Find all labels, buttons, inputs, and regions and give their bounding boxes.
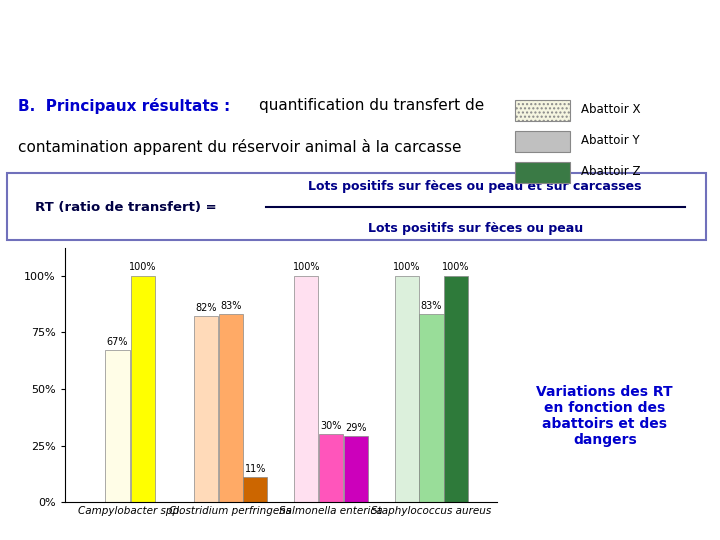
Text: 100%: 100%	[393, 262, 420, 272]
Text: 67%: 67%	[107, 337, 128, 347]
Bar	[106, 350, 130, 502]
Bar	[319, 434, 343, 502]
Text: 100%: 100%	[292, 262, 320, 272]
FancyBboxPatch shape	[515, 131, 570, 152]
Text: 30%: 30%	[320, 421, 342, 431]
Text: élevage, à l’abattoir et avec des indicateurs: élevage, à l’abattoir et avec des indica…	[137, 56, 583, 75]
Bar	[343, 436, 368, 502]
Bar	[294, 275, 318, 502]
Text: 83%: 83%	[420, 301, 442, 310]
Text: Variations des RT
en fonction des
abattoirs et des
dangers: Variations des RT en fonction des abatto…	[536, 384, 673, 447]
Text: Abattoir X: Abattoir X	[581, 103, 641, 116]
Text: 11%: 11%	[245, 464, 266, 474]
Bar	[395, 275, 419, 502]
Text: 100%: 100%	[442, 262, 470, 272]
Text: contamination apparent du réservoir animal à la carcasse: contamination apparent du réservoir anim…	[18, 139, 462, 154]
FancyBboxPatch shape	[515, 99, 570, 121]
Text: 100%: 100%	[129, 262, 156, 272]
Text: 29%: 29%	[345, 423, 366, 433]
Bar	[420, 314, 444, 502]
Text: RT (ratio de transfert) =: RT (ratio de transfert) =	[35, 201, 217, 214]
Bar	[130, 275, 155, 502]
Text: 82%: 82%	[195, 303, 217, 313]
Text: Lots positifs sur fèces ou peau: Lots positifs sur fèces ou peau	[368, 221, 582, 235]
Bar	[444, 275, 468, 502]
Bar	[218, 314, 243, 502]
Bar	[243, 477, 267, 502]
Text: Lots positifs sur fèces ou peau et sur carcasses: Lots positifs sur fèces ou peau et sur c…	[308, 180, 642, 193]
FancyBboxPatch shape	[7, 173, 706, 240]
Text: quantification du transfert de: quantification du transfert de	[259, 98, 485, 113]
FancyBboxPatch shape	[515, 162, 570, 183]
Bar	[194, 316, 218, 502]
Text: Corrélations entre statuts de contamination des lots en: Corrélations entre statuts de contaminat…	[78, 18, 642, 36]
Text: Abattoir Y: Abattoir Y	[581, 134, 640, 147]
Text: B.  Principaux résultats :: B. Principaux résultats :	[18, 98, 230, 113]
Text: Abattoir Z: Abattoir Z	[581, 165, 641, 178]
Text: 83%: 83%	[220, 301, 241, 310]
